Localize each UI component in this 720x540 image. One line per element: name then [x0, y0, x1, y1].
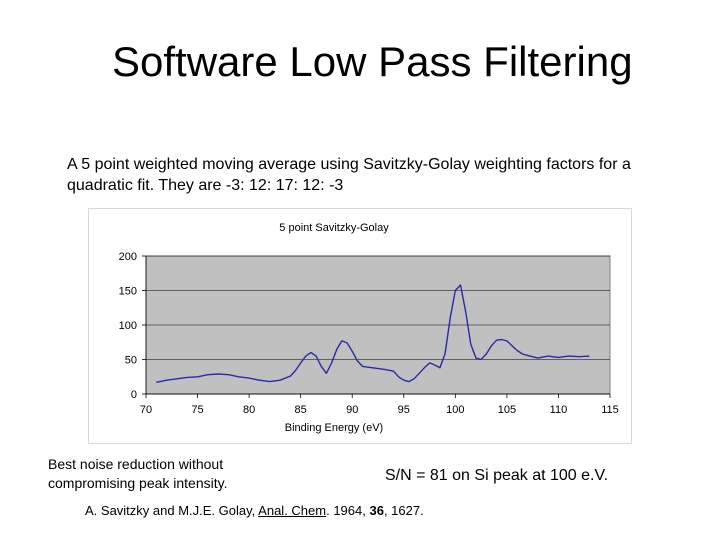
y-tick-label: 50: [125, 355, 137, 367]
x-axis-label: Binding Energy (eV): [285, 422, 383, 434]
y-tick-label: 150: [119, 286, 137, 298]
caption-signal-to-noise: S/N = 81 on Si peak at 100 e.V.: [385, 467, 609, 484]
y-tick-label: 200: [119, 251, 137, 263]
x-tick-label: 95: [398, 404, 410, 416]
slide-title: Software Low Pass Filtering: [112, 38, 633, 85]
x-tick-label: 105: [498, 404, 516, 416]
x-tick-label: 90: [346, 404, 358, 416]
citation-journal: Anal. Chem: [258, 503, 327, 518]
chart-container: 5 point Savitzky-Golay Binding Energy (e…: [88, 208, 632, 444]
citation-authors: A. Savitzky and M.J.E. Golay,: [85, 503, 259, 518]
citation-volume: 36: [369, 503, 384, 518]
x-tick-label: 115: [601, 404, 619, 416]
x-tick-label: 75: [191, 404, 203, 416]
chart-title: 5 point Savitzky-Golay: [279, 222, 389, 234]
citation-year: . 1964,: [326, 503, 370, 518]
x-tick-label: 70: [140, 404, 152, 416]
x-tick-label: 85: [295, 404, 307, 416]
citation-pages: , 1627.: [383, 503, 424, 518]
x-tick-label: 110: [550, 404, 568, 416]
series-line: [156, 284, 590, 383]
y-tick-label: 100: [119, 320, 137, 332]
x-tick-label: 80: [243, 404, 255, 416]
x-tick-label: 100: [446, 404, 464, 416]
caption-noise-reduction: Best noise reduction without compromisin…: [48, 456, 228, 491]
slide-description: A 5 point weighted moving average using …: [67, 156, 631, 194]
citation: A. Savitzky and M.J.E. Golay, Anal. Chem…: [85, 503, 424, 518]
y-tick-label: 0: [131, 389, 137, 401]
savitzky-golay-chart: 5 point Savitzky-Golay Binding Energy (e…: [119, 222, 619, 434]
